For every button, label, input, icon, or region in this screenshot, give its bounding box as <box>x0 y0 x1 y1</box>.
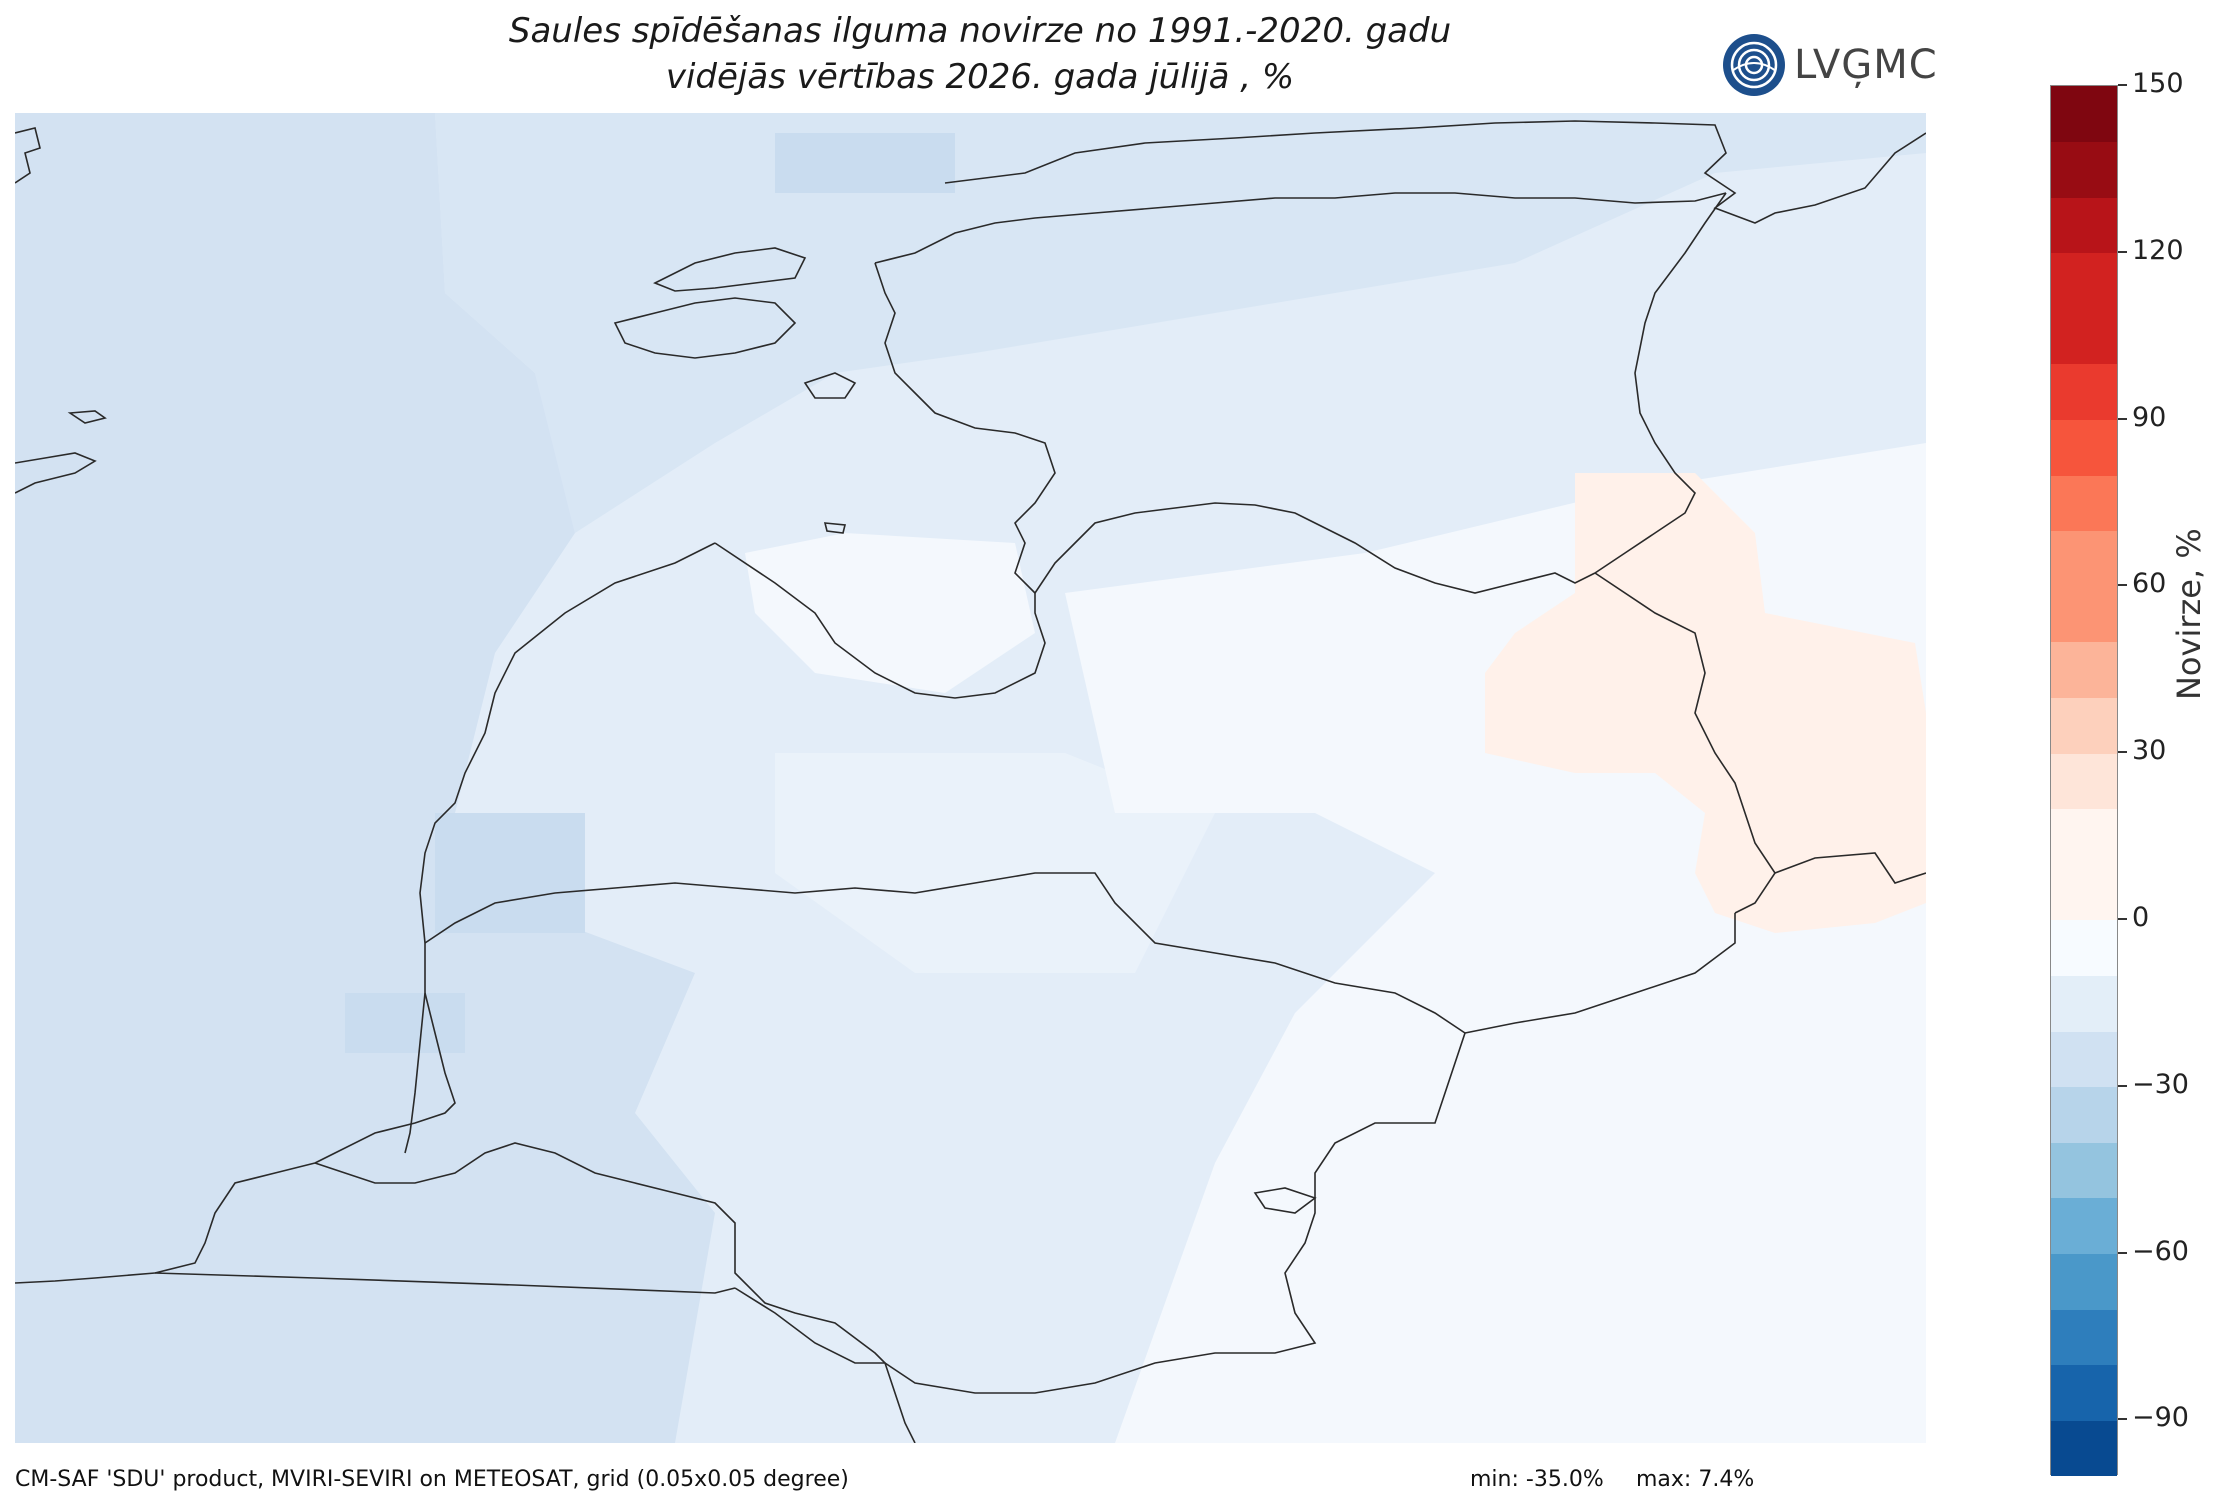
colorbar-segment <box>2051 86 2117 143</box>
sea-dark-patch <box>435 813 585 933</box>
colorbar-tick-mark <box>2118 1251 2127 1254</box>
colorbar-segment <box>2051 864 2117 921</box>
colorbar-tick-label: 120 <box>2132 234 2184 266</box>
colorbar-segment <box>2051 920 2117 977</box>
colorbar-segment <box>2051 475 2117 532</box>
colorbar-segment <box>2051 1253 2117 1310</box>
colorbar-tick-label: −60 <box>2132 1235 2189 1267</box>
colorbar-segment <box>2051 364 2117 421</box>
colorbar <box>2050 85 2118 1477</box>
colorbar-tick-mark <box>2118 751 2127 754</box>
map-title: Saules spīdēšanas ilguma novirze no 1991… <box>380 8 1580 100</box>
lithuania-belarus-border <box>884 1032 1466 1394</box>
colorbar-segment <box>2051 753 2117 810</box>
estonia-north-coast <box>874 192 1727 264</box>
footer-source: CM-SAF 'SDU' product, MVIRI-SEVIRI on ME… <box>15 1467 849 1492</box>
sweden-coast <box>15 452 97 494</box>
colorbar-segment <box>2051 975 2117 1032</box>
colorbar-segment <box>2051 1364 2117 1421</box>
estonia-latvia-border <box>1034 502 1596 594</box>
land-center-light <box>775 753 1215 973</box>
positive-anomaly-region <box>1485 473 1926 933</box>
russia-belarus-border <box>1774 852 1926 884</box>
colorbar-segment <box>2051 308 2117 365</box>
saaremaa-island <box>613 297 797 359</box>
colorbar-segment <box>2051 1031 2117 1088</box>
colorbar-segment <box>2051 530 2117 587</box>
colorbar-segment <box>2051 808 2117 865</box>
latvia-russia-border <box>1594 572 1776 914</box>
colorbar-segment <box>2051 1086 2117 1143</box>
hiiumaa-island <box>653 247 807 292</box>
logo-globe-icon <box>1723 34 1785 96</box>
estonia-russia-border <box>1594 192 1727 574</box>
colorbar-tick-label: 150 <box>2132 68 2184 99</box>
latvia-belarus-border <box>1464 913 1736 1034</box>
lithuania-poland-border <box>734 1287 916 1443</box>
colorbar-segment <box>2051 1309 2117 1366</box>
sea-west-region <box>15 113 715 1443</box>
colorbar-segment <box>2051 1198 2117 1255</box>
footer-max: max: 7.4% <box>1636 1467 1755 1492</box>
colorbar-tick-label: 60 <box>2132 568 2167 600</box>
estonia-west-coast <box>874 262 1056 594</box>
finland-coast <box>944 120 1926 224</box>
lake-islet <box>823 522 847 534</box>
title-line-2: vidējās vērtības 2026. gada jūlijā , % <box>665 57 1295 97</box>
curonian-spit <box>314 992 456 1164</box>
colorbar-tick-label: 0 <box>2132 902 2150 933</box>
colorbar-segment <box>2051 1420 2117 1477</box>
colorbar-tick-mark <box>2118 417 2127 420</box>
colorbar-segment <box>2051 697 2117 754</box>
poland-russia-border <box>154 1272 736 1294</box>
sea-dark-patch <box>775 133 955 193</box>
land-riga-white <box>745 533 1035 693</box>
colorbar-tick-label: −30 <box>2132 1068 2189 1100</box>
latvia-lithuania-border <box>424 872 1466 1034</box>
colorbar-segment <box>2051 197 2117 254</box>
colorbar-segment <box>2051 141 2117 198</box>
colorbar-segment <box>2051 642 2117 699</box>
colorbar-segment <box>2051 1142 2117 1199</box>
logo-text: LVĢMC <box>1794 42 1938 88</box>
anomaly-map <box>15 113 1926 1443</box>
sweden-coast <box>15 127 41 184</box>
colorbar-segment <box>2051 252 2117 309</box>
colorbar-tick-mark <box>2118 250 2127 253</box>
colorbar-tick-mark <box>2118 1418 2127 1421</box>
sea-dark-patch <box>345 993 465 1053</box>
kaliningrad-coast <box>154 1162 316 1274</box>
colorbar-tick-mark <box>2118 584 2127 587</box>
colorbar-tick-mark <box>2118 918 2127 920</box>
lvgmc-logo: LVĢMC <box>1722 30 1938 100</box>
muhu-island <box>803 372 857 399</box>
colorbar-segment <box>2051 586 2117 643</box>
colorbar-tick-label: 30 <box>2132 735 2167 767</box>
lithuania-coast <box>404 943 426 1154</box>
borders <box>15 120 1926 1443</box>
colorbar-tick-label: 90 <box>2132 401 2167 433</box>
gotland-island <box>67 410 107 424</box>
colorbar-tick-mark <box>2118 84 2127 86</box>
peipus-islet <box>1253 1187 1317 1214</box>
sea-north-region <box>435 113 1926 533</box>
colorbar-tick-mark <box>2118 1084 2127 1087</box>
latvia-west-coast <box>419 542 716 944</box>
title-line-1: Saules spīdēšanas ilguma novirze no 1991… <box>508 11 1452 51</box>
poland-coast <box>15 1272 156 1284</box>
colorbar-label: Novirze, % <box>2170 528 2208 700</box>
colorbar-segment <box>2051 419 2117 476</box>
kaliningrad-border <box>314 1142 886 1364</box>
footer-min: min: -35.0% <box>1470 1467 1604 1492</box>
gulf-of-riga-coast <box>714 542 1046 699</box>
colorbar-tick-label: −90 <box>2132 1402 2189 1434</box>
